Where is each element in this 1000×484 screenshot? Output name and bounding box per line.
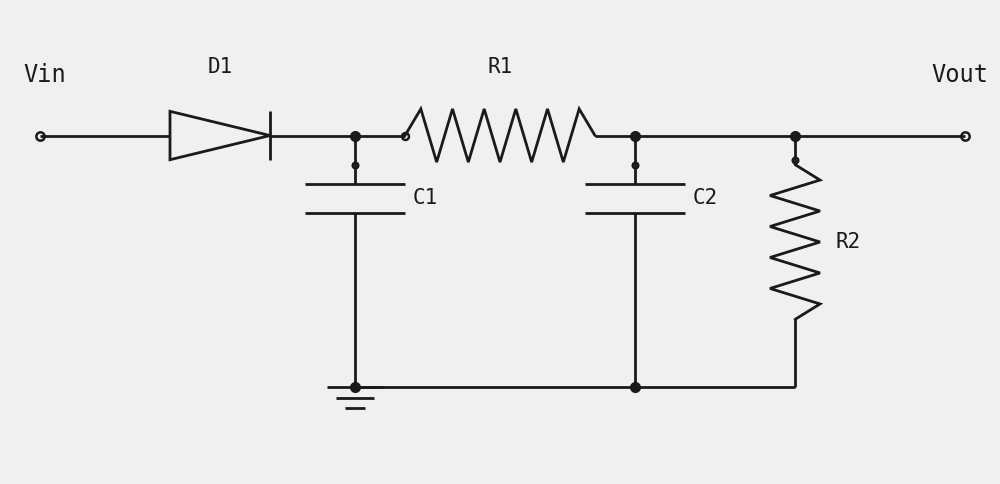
Text: D1: D1 [207,58,233,77]
Text: R1: R1 [487,58,513,77]
Text: C2: C2 [693,188,718,209]
Text: C1: C1 [413,188,438,209]
Text: Vin: Vin [24,63,66,87]
Text: R2: R2 [835,232,860,252]
Text: Vout: Vout [932,63,988,87]
